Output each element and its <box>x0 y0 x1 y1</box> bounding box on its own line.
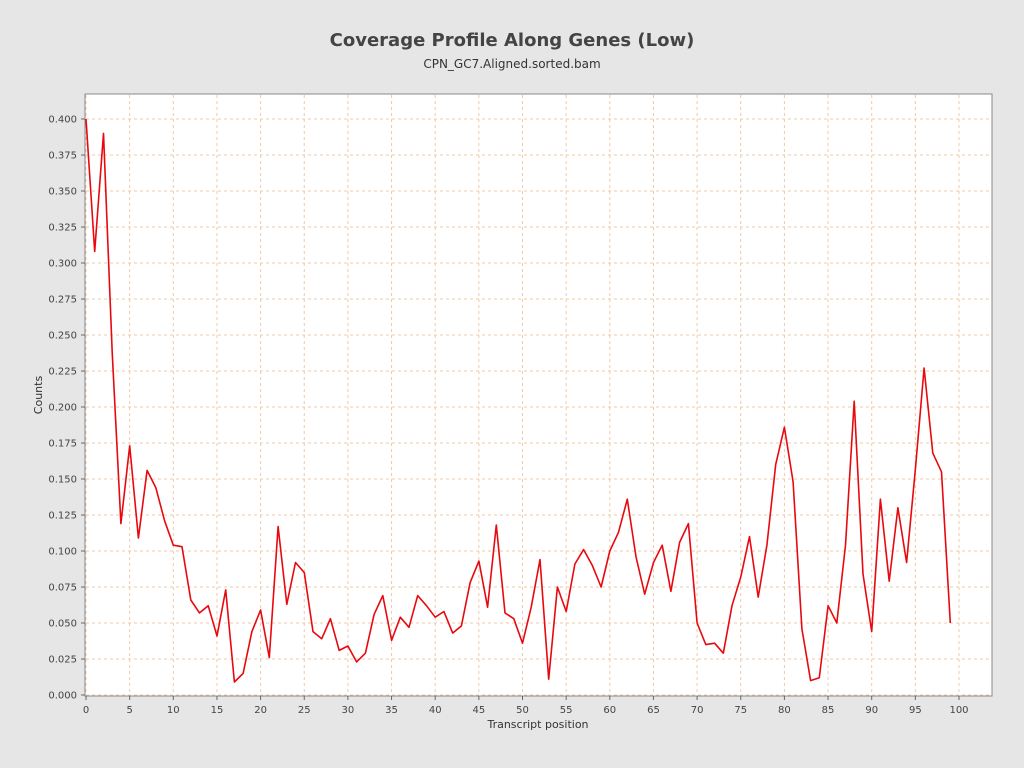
plot-area <box>84 93 993 697</box>
x-tick-label: 30 <box>342 705 355 716</box>
y-tick-label: 0.200 <box>48 403 77 414</box>
y-tick-label: 0.375 <box>48 151 77 162</box>
x-tick-label: 25 <box>298 705 311 716</box>
x-tick-label: 5 <box>126 705 132 716</box>
x-tick-label: 85 <box>822 705 835 716</box>
y-tick-label: 0.400 <box>48 115 77 126</box>
y-tick-label: 0.100 <box>48 547 77 558</box>
y-axis-label: Counts <box>32 376 45 415</box>
x-tick-label: 45 <box>472 705 485 716</box>
series-group <box>85 118 952 683</box>
coverage-series-line <box>85 118 952 683</box>
x-tick-label: 40 <box>429 705 442 716</box>
x-tick-label: 20 <box>254 705 267 716</box>
y-tick-label: 0.325 <box>48 223 77 234</box>
y-tick-label: 0.000 <box>48 691 77 702</box>
y-tick-label: 0.025 <box>48 655 77 666</box>
y-axis: 0.000 0.025 0.050 0.075 0.100 0.125 0.150 0.175… <box>48 115 85 702</box>
y-tick-label: 0.275 <box>48 295 77 306</box>
x-tick-label: 90 <box>865 705 878 716</box>
x-tick-label: 10 <box>167 705 180 716</box>
y-tick-label: 0.300 <box>48 259 77 270</box>
y-tick-label: 0.350 <box>48 187 77 198</box>
x-tick-label: 0 <box>83 705 89 716</box>
x-axis-label: Transcript position <box>486 718 588 731</box>
x-tick-label: 65 <box>647 705 660 716</box>
x-tick-label: 15 <box>211 705 224 716</box>
x-axis: 0 5 10 15 20 25 30 35 40 45 50 55 60 65 70 75 80 85 90 95 10… <box>83 696 969 716</box>
chart-subtitle: CPN_GC7.Aligned.sorted.bam <box>423 57 601 71</box>
x-tick-label: 80 <box>778 705 791 716</box>
y-tick-label: 0.125 <box>48 511 77 522</box>
x-tick-label: 60 <box>603 705 616 716</box>
x-tick-label: 95 <box>909 705 922 716</box>
y-tick-label: 0.250 <box>48 331 77 342</box>
y-tick-label: 0.050 <box>48 619 77 630</box>
y-tick-label: 0.075 <box>48 583 77 594</box>
chart-title: Coverage Profile Along Genes (Low) <box>329 30 695 51</box>
x-tick-label: 35 <box>385 705 398 716</box>
x-tick-label: 55 <box>560 705 573 716</box>
y-tick-label: 0.175 <box>48 439 77 450</box>
y-tick-label: 0.150 <box>48 475 77 486</box>
grid-lines <box>85 95 991 696</box>
x-tick-label: 50 <box>516 705 529 716</box>
x-tick-label: 100 <box>949 705 968 716</box>
y-tick-label: 0.225 <box>48 367 77 378</box>
x-tick-label: 75 <box>734 705 747 716</box>
x-tick-label: 70 <box>691 705 704 716</box>
